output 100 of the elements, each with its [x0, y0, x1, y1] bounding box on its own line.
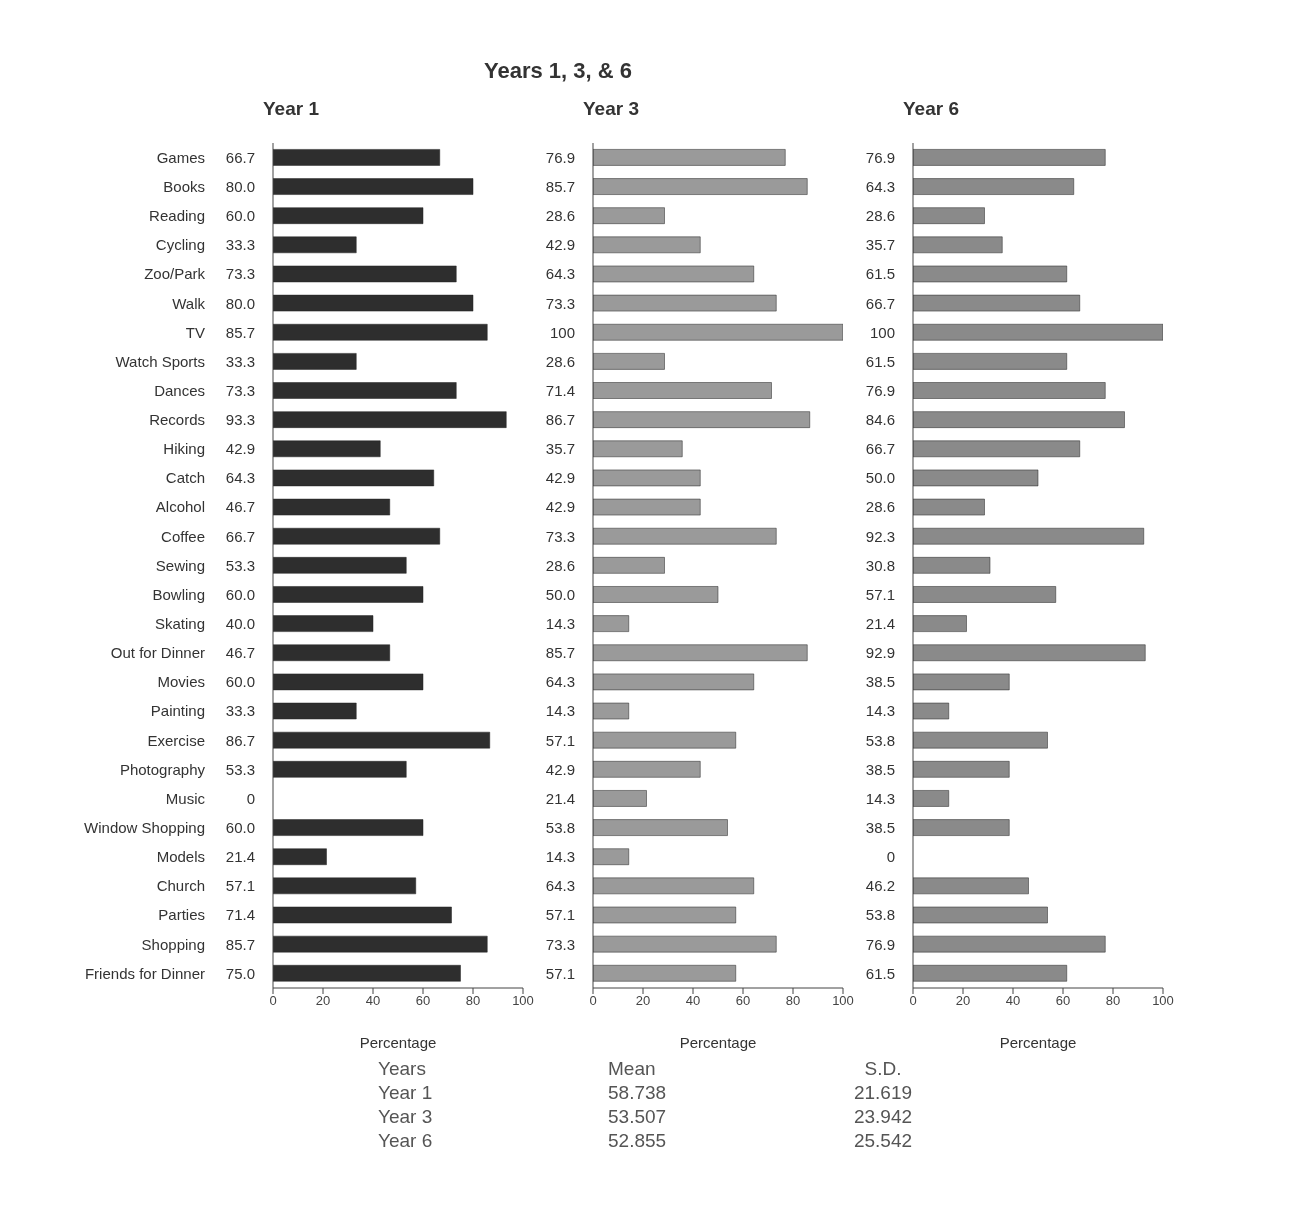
bar	[913, 382, 1106, 399]
text: Mean	[608, 1058, 657, 1080]
x-tick-label: 60	[1055, 993, 1071, 1009]
y-tick-label: Exercise	[147, 731, 205, 749]
x-axis-title: Percentage	[679, 1034, 757, 1051]
chart-subtitle: Year 1	[262, 98, 320, 121]
data-label: 66.7	[865, 294, 895, 312]
data-label: 73.3	[545, 294, 575, 312]
bar	[273, 265, 457, 283]
data-label: 53.3	[225, 760, 255, 778]
data-label: 14.3	[545, 848, 575, 866]
data-label: 50.0	[865, 469, 895, 487]
bar	[913, 178, 1074, 195]
data-label: 53.8	[865, 731, 895, 749]
bar	[593, 149, 786, 166]
bar	[273, 207, 424, 224]
bar	[593, 790, 647, 807]
data-label: 71.4	[225, 906, 255, 924]
bar	[273, 848, 327, 865]
data-label: 100	[549, 323, 575, 341]
bar	[273, 557, 407, 574]
bar	[593, 848, 629, 865]
data-label: 60.0	[225, 673, 255, 691]
data-label: 14.3	[545, 615, 575, 633]
x-tick-label: 80	[1105, 993, 1121, 1009]
bar	[273, 935, 488, 953]
text: 21.619	[852, 1082, 914, 1104]
bar	[273, 323, 488, 341]
data-label: 21.4	[865, 615, 895, 633]
data-label: 50.0	[545, 585, 575, 603]
data-label: 76.9	[865, 381, 895, 399]
x-tick-label: 80	[465, 993, 481, 1009]
data-label: 57.1	[865, 585, 895, 603]
data-label: 73.3	[225, 265, 255, 283]
data-label: 53.8	[545, 818, 575, 836]
data-label: 80.0	[225, 294, 255, 312]
bar	[913, 702, 949, 720]
data-label: 35.7	[865, 236, 895, 254]
x-tick-label: 0	[909, 993, 917, 1009]
data-label: 76.9	[545, 148, 575, 166]
data-label: 64.3	[865, 177, 895, 195]
data-label: 57.1	[225, 877, 255, 895]
data-label: 64.3	[545, 265, 575, 283]
x-tick-label: 100	[1152, 993, 1174, 1009]
bar	[273, 761, 407, 778]
bar	[913, 586, 1056, 603]
y-tick-label: Out for Dinner	[110, 644, 205, 662]
text: 25.542	[852, 1130, 914, 1152]
data-label: 28.6	[545, 207, 575, 225]
bar	[913, 906, 1048, 924]
y-tick-label: Music	[165, 789, 206, 807]
text: 58.738	[608, 1082, 668, 1104]
data-label: 14.3	[865, 789, 895, 807]
y-tick-label: Bowling	[152, 585, 205, 603]
y-tick-label: Coffee	[161, 527, 205, 545]
data-label: 66.7	[865, 440, 895, 458]
data-label: 38.5	[865, 673, 895, 691]
bar	[913, 498, 985, 516]
bar	[593, 178, 808, 195]
x-tick-label: 80	[785, 993, 801, 1009]
bar	[913, 877, 1029, 895]
bar	[273, 906, 452, 924]
bar	[593, 731, 736, 749]
y-tick-label: Alcohol	[155, 498, 205, 516]
bar	[273, 469, 434, 487]
data-label: 60.0	[225, 207, 255, 225]
bar	[913, 615, 967, 632]
bar	[593, 557, 665, 574]
data-label: 33.3	[225, 236, 255, 254]
x-tick-label: 0	[589, 993, 597, 1009]
data-label: 80.0	[225, 177, 255, 195]
data-label: 38.5	[865, 760, 895, 778]
data-label: 46.2	[865, 877, 895, 895]
data-label: 40.0	[225, 615, 255, 633]
data-label: 73.3	[225, 381, 255, 399]
bar	[273, 382, 457, 399]
y-tick-label: Parties	[158, 906, 205, 924]
data-label: 85.7	[545, 644, 575, 662]
bar	[593, 294, 777, 312]
y-tick-label: Hiking	[163, 440, 205, 458]
chart-subtitle: Year 3	[582, 98, 640, 121]
text: 52.855	[608, 1130, 668, 1152]
data-label: 42.9	[545, 498, 575, 516]
data-label: 35.7	[545, 440, 575, 458]
bar	[913, 965, 1067, 982]
bar	[913, 440, 1080, 458]
x-tick-label: 40	[685, 993, 701, 1009]
y-tick-label: Zoo/Park	[144, 265, 206, 283]
data-label: 42.9	[225, 440, 255, 458]
x-tick-label: 100	[512, 993, 534, 1009]
data-label: 53.8	[865, 906, 895, 924]
data-label: 64.3	[545, 673, 575, 691]
data-label: 61.5	[865, 265, 895, 283]
x-axis-title: Percentage	[359, 1034, 437, 1051]
bar	[913, 790, 949, 807]
data-label: 86.7	[225, 731, 255, 749]
bar	[273, 236, 357, 254]
bar	[273, 411, 507, 428]
data-label: 42.9	[545, 236, 575, 254]
bar	[273, 702, 357, 720]
